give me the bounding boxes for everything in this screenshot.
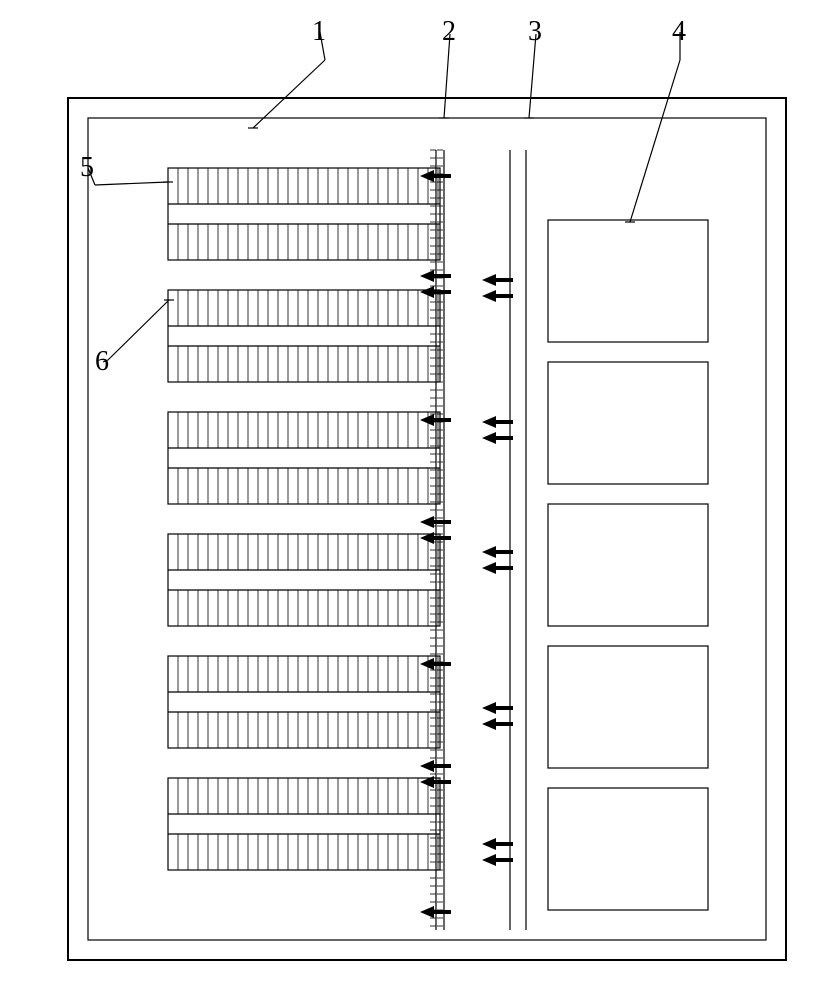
callout-1: 1 <box>312 16 326 47</box>
callout-6: 6 <box>95 346 109 377</box>
callout-4: 4 <box>672 16 686 47</box>
